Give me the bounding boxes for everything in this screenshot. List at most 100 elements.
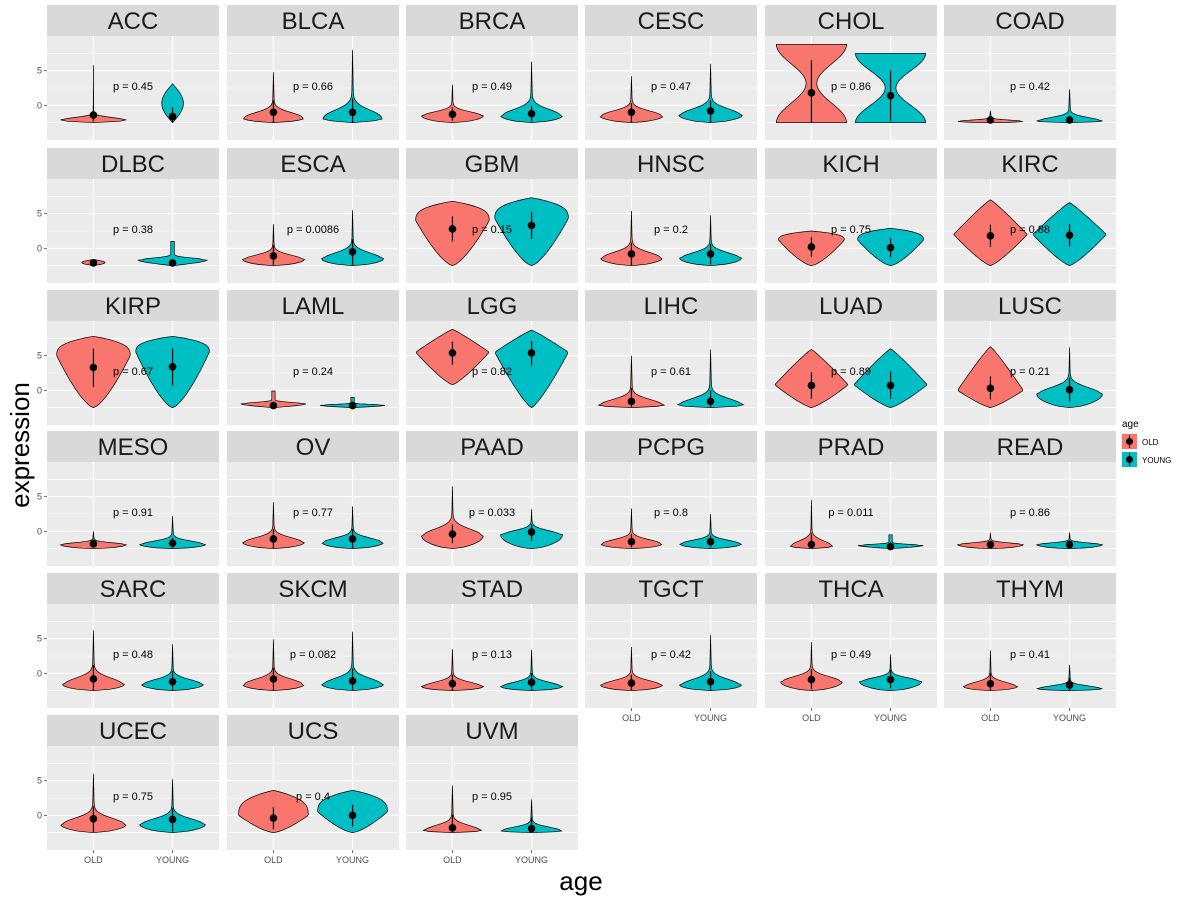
legend-dot-old <box>1126 438 1133 445</box>
violin-young <box>495 329 569 409</box>
violin-old <box>243 72 304 124</box>
strip-label: HNSC <box>637 151 705 178</box>
x-axis-title: age <box>559 866 602 896</box>
panel-meso: MESO 0 5 p = 0.91 <box>37 431 219 566</box>
panel-kirc: KIRC p = 0.88 <box>944 148 1116 283</box>
mean-point-young <box>527 109 536 118</box>
mean-point-old <box>986 116 995 124</box>
strip-label: CHOL <box>818 8 885 35</box>
mean-point-young <box>527 349 536 357</box>
legend-entry-old: OLD <box>1121 433 1159 450</box>
strip-label: PAAD <box>460 434 524 461</box>
strip-background <box>944 573 1116 604</box>
panel-blca: BLCA p = 0.66 <box>227 5 399 140</box>
strip-label: ACC <box>108 8 159 35</box>
strip-label: ESCA <box>280 151 345 178</box>
mean-point-young <box>527 678 536 687</box>
violin-old <box>420 649 485 692</box>
strip-background <box>765 431 937 462</box>
violin-young <box>1035 532 1104 550</box>
strip-background <box>944 431 1116 462</box>
p-value-label: p = 0.75 <box>113 791 153 803</box>
violin-young <box>139 779 206 834</box>
panel-hnsc: HNSC p = 0.2 <box>585 148 757 283</box>
violin-young <box>141 644 205 692</box>
mean-point-young <box>706 107 715 115</box>
p-value-label: p = 0.2 <box>654 224 688 236</box>
strip-background <box>47 5 219 36</box>
strip-background <box>765 573 937 604</box>
mean-point-old <box>627 397 636 406</box>
mean-point-young <box>348 677 357 685</box>
violin-old <box>780 642 843 692</box>
p-value-label: p = 0.66 <box>293 81 333 93</box>
panel-ucs: UCS p = 0.4 OLD YOUNG <box>227 715 399 865</box>
strip-label: LGG <box>467 293 518 320</box>
p-value-label: p = 0.88 <box>1010 224 1050 236</box>
x-tick-label: OLD <box>443 855 462 865</box>
mean-point-old <box>986 232 995 240</box>
mean-point-young <box>527 824 536 833</box>
mean-point-young <box>706 250 715 258</box>
strip-label: LUSC <box>998 293 1062 320</box>
violin-old <box>242 639 305 692</box>
strip-background <box>227 715 399 746</box>
y-tick-label: 5 <box>37 209 42 219</box>
violin-young <box>499 649 564 692</box>
y-tick-label: 0 <box>37 526 42 536</box>
legend-title: age <box>1122 419 1139 430</box>
panel-gbm: GBM p = 0.15 <box>406 148 578 283</box>
mean-point-young <box>168 112 177 121</box>
mean-point-young <box>168 815 177 824</box>
mean-point-old <box>448 824 457 832</box>
strip-label: LAML <box>282 293 345 320</box>
violin-old <box>600 210 663 267</box>
x-tick-label: YOUNG <box>874 713 907 723</box>
violin-young <box>321 506 384 550</box>
strip-label: BRCA <box>459 8 526 35</box>
violin-old <box>60 65 127 124</box>
strip-label: STAD <box>461 576 523 603</box>
violin-young <box>1036 347 1103 409</box>
violin-young <box>679 635 743 692</box>
violin-old <box>61 630 125 692</box>
mean-point-old <box>89 259 98 267</box>
mean-point-old <box>89 363 98 372</box>
x-tick-label: YOUNG <box>515 855 548 865</box>
violin-old <box>241 502 305 550</box>
mean-point-old <box>627 250 636 258</box>
panel-pcpg: PCPG p = 0.8 <box>585 431 757 566</box>
y-tick-label: 0 <box>37 243 42 253</box>
y-tick-label: 5 <box>37 66 42 76</box>
panel-sarc: SARC 0 5 p = 0.48 <box>37 573 219 708</box>
p-value-label: p = 0.77 <box>293 507 333 519</box>
y-tick-label: 5 <box>37 776 42 786</box>
strip-background <box>585 431 757 462</box>
p-value-label: p = 0.0086 <box>287 224 339 236</box>
mean-point-old <box>89 111 98 119</box>
strip-label: PRAD <box>818 434 885 461</box>
strip-label: THCA <box>818 576 883 603</box>
mean-point-old <box>269 675 278 683</box>
panel-thca: THCA p = 0.49 OLD YOUNG <box>765 573 937 723</box>
x-tick-label: YOUNG <box>336 855 369 865</box>
p-value-label: p = 0.42 <box>651 649 691 661</box>
violin-young <box>1036 664 1103 692</box>
mean-point-old <box>448 225 457 233</box>
p-value-label: p = 0.82 <box>472 366 512 378</box>
mean-point-young <box>886 675 895 684</box>
strip-label: GBM <box>465 151 520 178</box>
mean-point-young <box>706 397 715 406</box>
mean-point-old <box>448 110 457 119</box>
p-value-label: p = 0.24 <box>293 366 333 378</box>
x-tick-label: YOUNG <box>1053 713 1086 723</box>
p-value-label: p = 0.95 <box>472 791 512 803</box>
mean-point-old <box>448 349 457 357</box>
strip-label: KIRP <box>105 293 161 320</box>
strip-label: TGCT <box>638 576 704 603</box>
strip-background <box>406 148 578 179</box>
strip-background <box>47 290 219 321</box>
panel-cesc: CESC p = 0.47 <box>585 5 757 140</box>
mean-point-young <box>1065 681 1074 689</box>
p-value-label: p = 0.21 <box>1010 366 1050 378</box>
